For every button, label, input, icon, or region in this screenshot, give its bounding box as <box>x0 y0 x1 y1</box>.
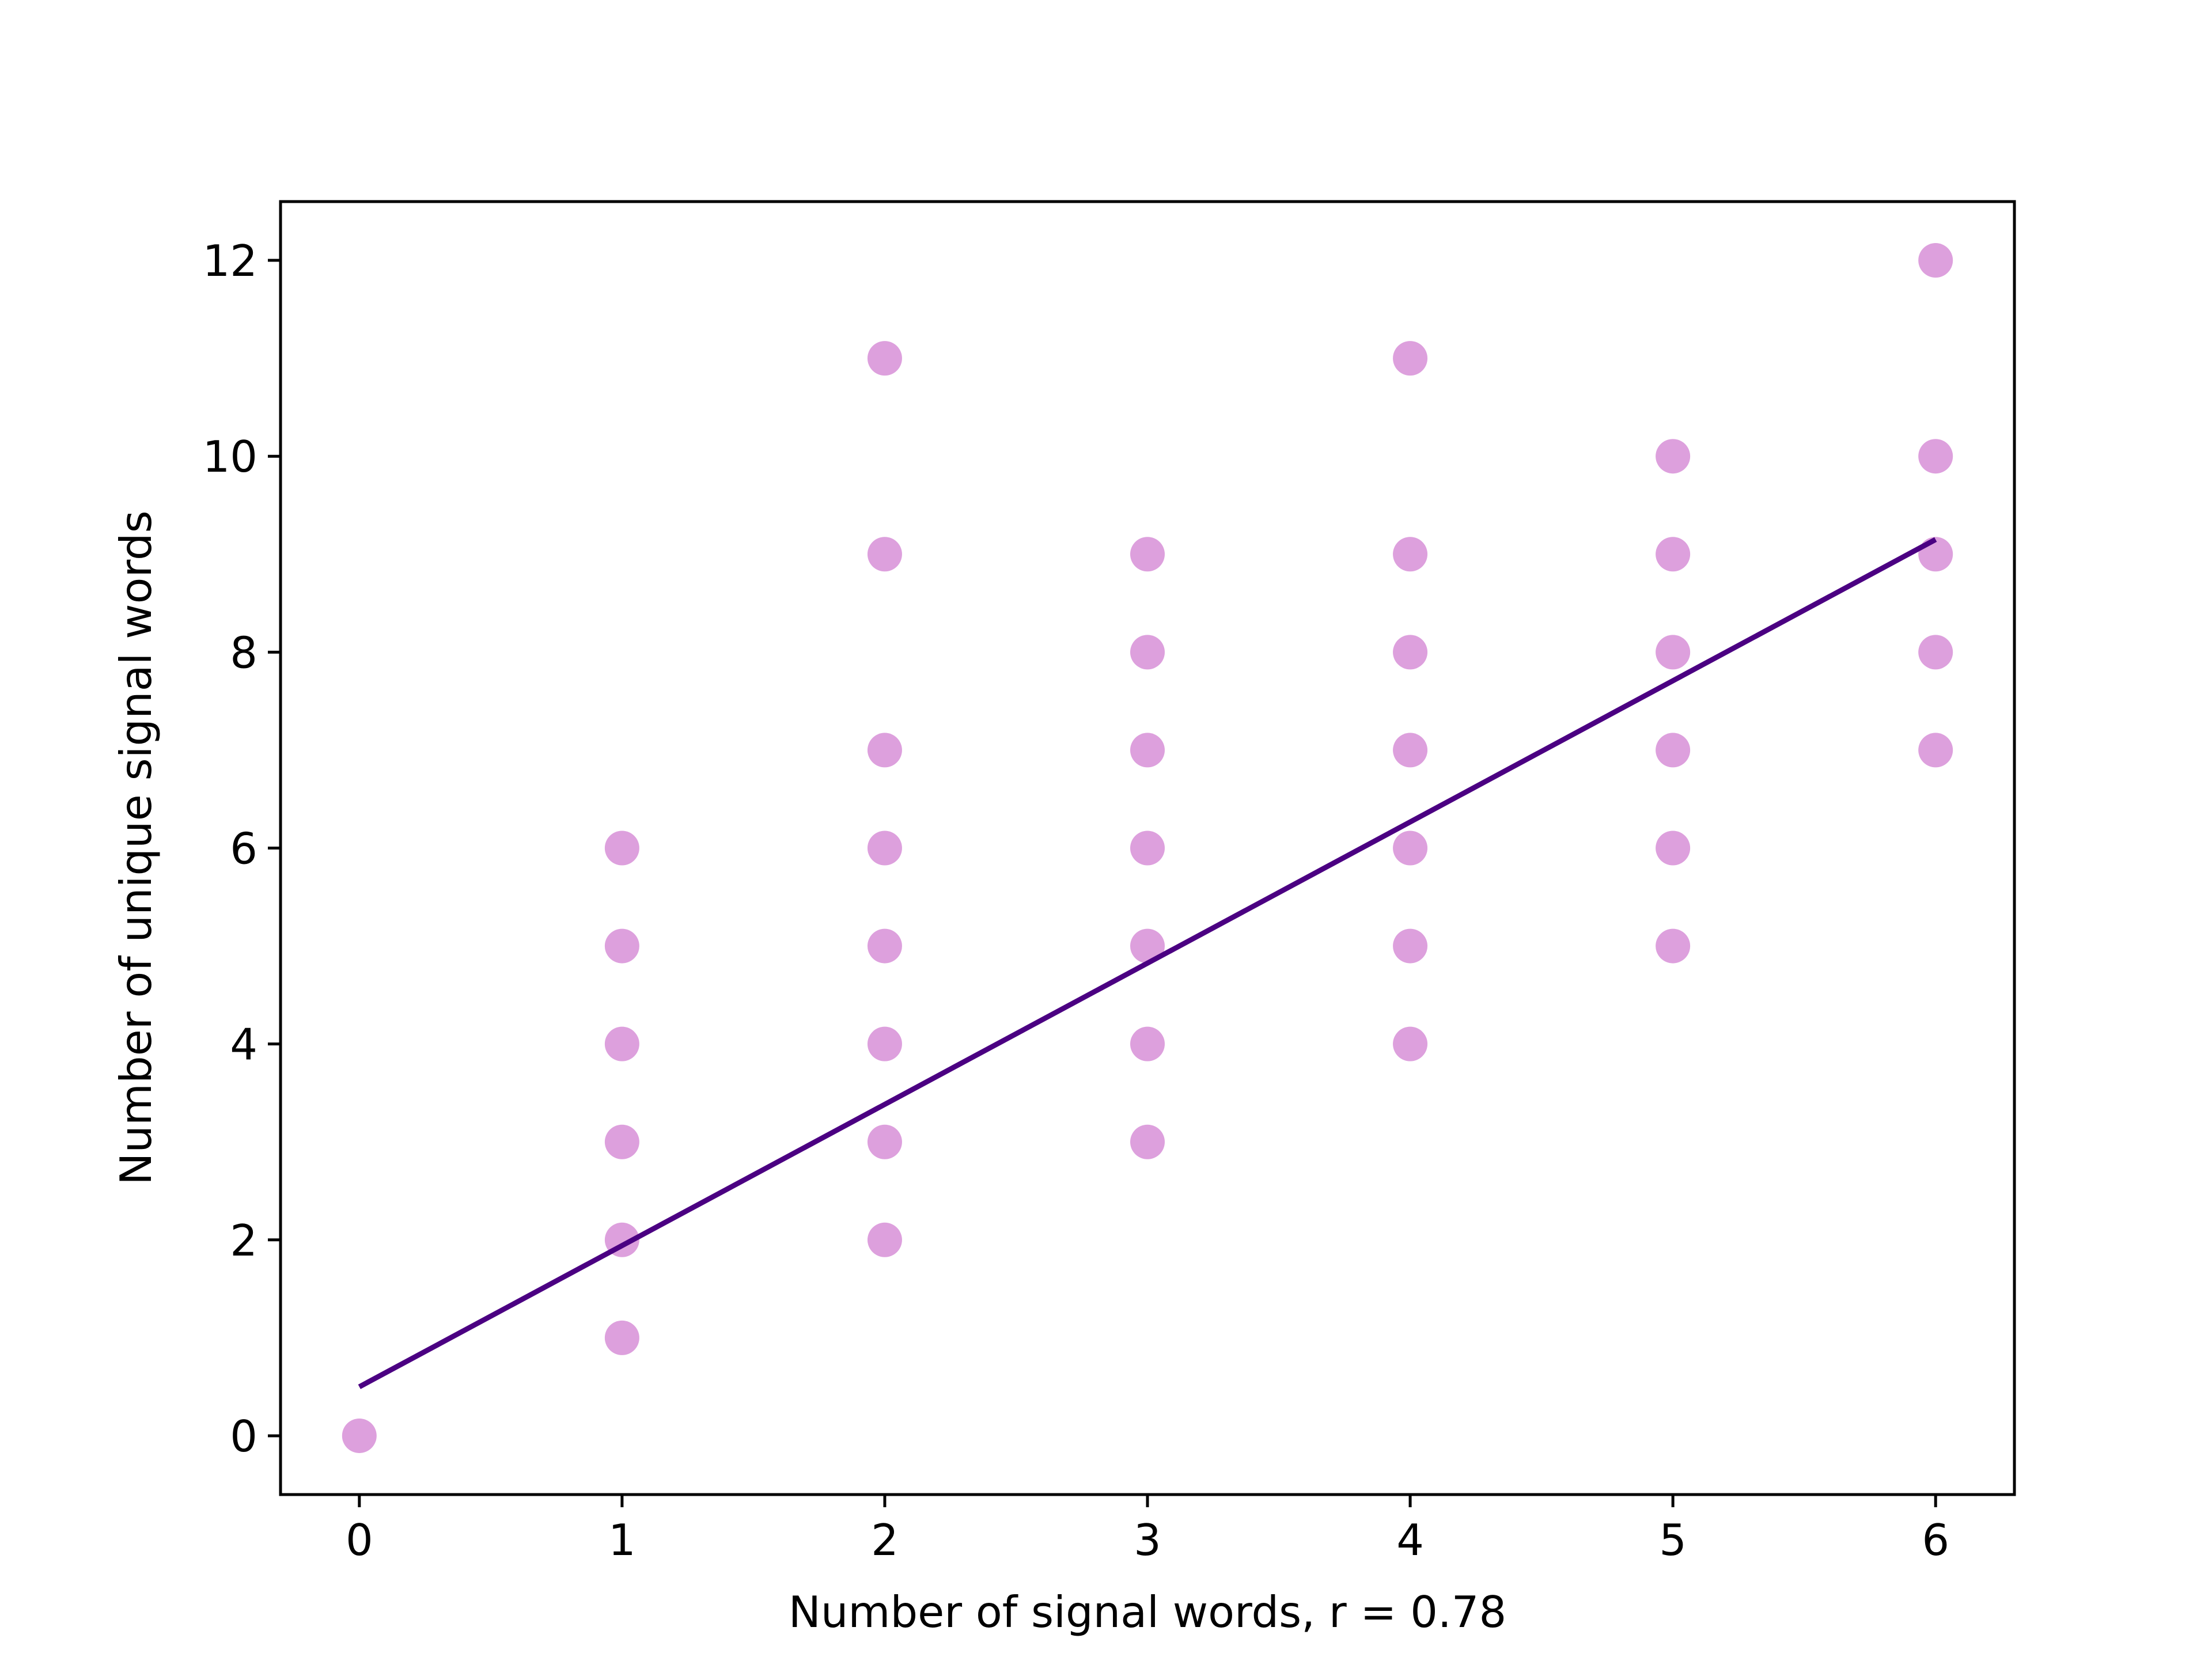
data-point <box>604 928 639 964</box>
x-tick-label: 1 <box>608 1515 636 1565</box>
x-axis-label: Number of signal words, r = 0.78 <box>789 1587 1506 1637</box>
y-tick-label: 6 <box>230 824 257 874</box>
data-point <box>604 1026 639 1061</box>
data-point <box>1393 537 1428 572</box>
data-point <box>1393 733 1428 768</box>
data-point <box>1918 439 1953 474</box>
data-point <box>1656 439 1691 474</box>
data-point <box>1130 928 1165 964</box>
x-axis-ticks: 0 1 2 3 4 5 6 <box>346 1495 1949 1565</box>
y-tick-label: 12 <box>203 236 257 286</box>
data-point <box>867 830 902 866</box>
data-point <box>1393 830 1428 866</box>
data-point <box>867 341 902 376</box>
x-tick-label: 5 <box>1659 1515 1687 1565</box>
data-point <box>604 830 639 866</box>
data-point <box>1656 635 1691 670</box>
y-tick-label: 10 <box>203 431 257 482</box>
data-point <box>1393 341 1428 376</box>
data-point <box>1393 635 1428 670</box>
x-tick-label: 4 <box>1396 1515 1424 1565</box>
x-tick-label: 3 <box>1134 1515 1161 1565</box>
y-axis-ticks: 0 2 4 6 8 10 12 <box>203 236 281 1462</box>
data-point <box>867 1222 902 1257</box>
data-point <box>867 1026 902 1061</box>
data-point <box>1656 928 1691 964</box>
x-tick-label: 2 <box>871 1515 899 1565</box>
y-axis-label: Number of unique signal words <box>111 510 161 1185</box>
data-point <box>1130 1124 1165 1159</box>
data-point <box>604 1124 639 1159</box>
data-point <box>1393 928 1428 964</box>
data-point <box>1656 733 1691 768</box>
x-tick-label: 0 <box>346 1515 373 1565</box>
data-point <box>604 1320 639 1355</box>
data-point <box>1656 830 1691 866</box>
data-point <box>867 928 902 964</box>
data-point <box>342 1418 377 1453</box>
data-points <box>342 243 1953 1453</box>
data-point <box>867 733 902 768</box>
data-point <box>1393 1026 1428 1061</box>
data-point <box>1130 1026 1165 1061</box>
data-point <box>867 1124 902 1159</box>
data-point <box>1656 537 1691 572</box>
data-point <box>1918 243 1953 278</box>
fit-line <box>358 537 1937 1389</box>
data-point <box>867 537 902 572</box>
x-tick-label: 6 <box>1922 1515 1949 1565</box>
data-point <box>1130 635 1165 670</box>
y-tick-label: 0 <box>230 1411 257 1462</box>
data-point <box>1918 733 1953 768</box>
y-tick-label: 8 <box>230 627 257 678</box>
fit-line-group <box>358 537 1937 1389</box>
data-point <box>1130 537 1165 572</box>
data-point <box>1130 830 1165 866</box>
y-tick-label: 4 <box>230 1019 257 1070</box>
y-tick-label: 2 <box>230 1215 257 1266</box>
data-point <box>1130 733 1165 768</box>
data-point <box>1918 635 1953 670</box>
